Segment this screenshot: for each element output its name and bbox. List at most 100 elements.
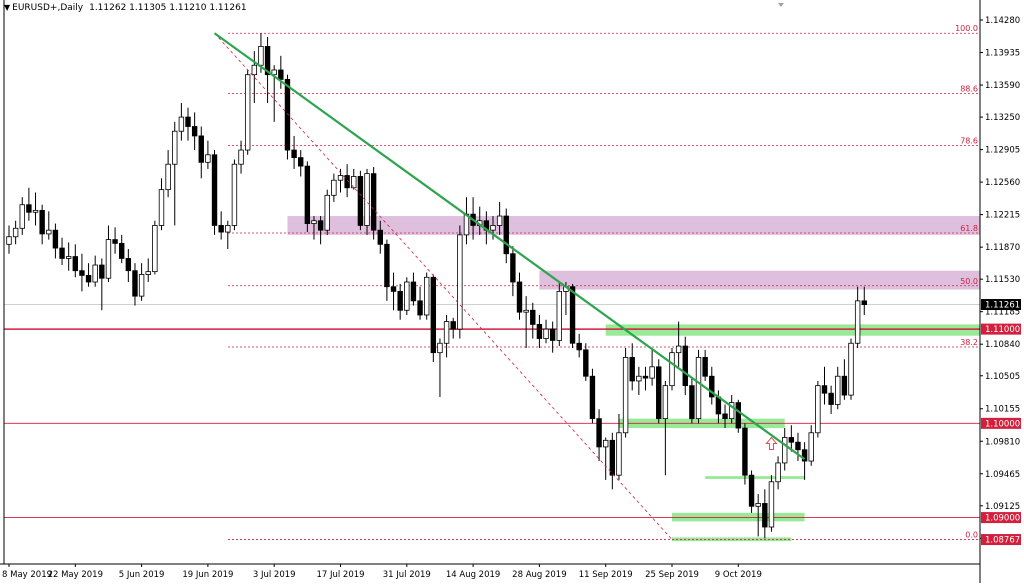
candle-body — [251, 64, 258, 76]
candle-body — [457, 234, 463, 330]
candle-body — [675, 345, 682, 354]
candle-body — [636, 375, 642, 382]
candle-body — [728, 402, 735, 420]
candle-body — [622, 356, 629, 434]
x-tick-label: 3 Jul 2019 — [253, 570, 296, 580]
price-badge-label: 1.09000 — [985, 514, 1020, 524]
candle-body — [490, 225, 496, 231]
support-zone — [672, 512, 805, 522]
dropdown-triangle-icon[interactable]: ▼ — [4, 3, 11, 12]
candles-layer — [6, 33, 867, 539]
candle-body — [324, 194, 330, 231]
candle-body — [821, 385, 828, 394]
candle-body — [291, 149, 297, 159]
candle-body — [19, 204, 25, 229]
support-zone — [705, 476, 805, 479]
candle-body — [543, 328, 549, 339]
candle-body — [178, 116, 185, 132]
y-tick-label: 1.12560 — [985, 178, 1020, 188]
y-tick-label: 1.12215 — [985, 211, 1020, 221]
candle-body — [815, 385, 821, 434]
resistance-zone — [287, 216, 981, 235]
candle-body — [404, 281, 410, 311]
candle-body — [125, 258, 132, 272]
candle-body — [158, 189, 165, 226]
x-tick-label: 14 Aug 2019 — [446, 570, 500, 580]
y-tick-label: 1.12905 — [985, 146, 1020, 156]
candle-body — [264, 46, 271, 76]
candle-body — [782, 437, 788, 464]
candle-body — [344, 175, 350, 189]
candle-body — [165, 163, 171, 191]
x-tick-label: 25 Sep 2019 — [645, 570, 699, 580]
candle-body — [271, 69, 277, 76]
candle-body — [510, 253, 516, 283]
candle-body — [748, 474, 755, 507]
x-tick-label: 8 May 2019 — [2, 570, 52, 580]
candle-body — [32, 209, 39, 213]
candle-body — [755, 503, 761, 507]
candle-body — [205, 154, 211, 163]
candle-body — [132, 270, 138, 297]
candle-body — [244, 74, 251, 151]
candle-body — [351, 176, 357, 189]
candle-body — [152, 225, 158, 273]
candle-body — [669, 352, 675, 387]
candle-body — [218, 225, 224, 233]
candle-body — [364, 173, 370, 226]
price-badge-label: 1.08767 — [985, 536, 1020, 546]
candle-body — [861, 300, 867, 306]
candle-body — [596, 418, 602, 448]
candle-body — [437, 342, 443, 354]
resistance-zone — [539, 270, 980, 290]
x-tick-label: 28 Aug 2019 — [512, 570, 566, 580]
candle-body — [795, 441, 801, 451]
x-tick-label: 17 Jul 2019 — [316, 570, 364, 580]
candle-body — [331, 179, 337, 196]
candle-body — [642, 375, 649, 379]
price-badge — [981, 534, 1021, 546]
candle-body — [72, 256, 78, 272]
y-tick-label: 1.13590 — [985, 81, 1020, 91]
candle-body — [682, 345, 688, 387]
candle-body — [423, 276, 430, 316]
x-tick-label: 5 Jun 2019 — [119, 570, 165, 580]
symbol-label: EURUSD+,Daily — [12, 3, 84, 13]
candle-body — [589, 375, 596, 420]
candle-body — [59, 247, 65, 259]
candle-body — [99, 264, 105, 279]
y-tick-label: 1.10505 — [985, 372, 1020, 382]
candle-body — [828, 392, 834, 405]
candle-body — [172, 130, 178, 165]
candle-body — [503, 215, 509, 255]
candle-body — [85, 275, 92, 283]
candle-body — [808, 432, 814, 462]
ohlc-values: 1.11262 1.11305 1.11210 1.11261 — [89, 3, 247, 13]
candle-body — [695, 356, 702, 420]
fib-level-label: 50.0 — [960, 277, 978, 286]
candle-body — [569, 286, 576, 344]
candle-body — [530, 309, 536, 325]
y-tick-label: 1.11870 — [985, 243, 1020, 253]
fib-level-label: 61.8 — [960, 224, 978, 233]
candle-body — [311, 220, 317, 224]
candle-body — [357, 176, 364, 226]
candle-body — [549, 328, 556, 341]
candle-body — [278, 69, 284, 80]
candle-body — [496, 215, 503, 226]
candle-body — [430, 276, 437, 354]
candle-body — [709, 375, 715, 398]
y-tick-label: 1.09125 — [985, 502, 1020, 512]
y-tick-label: 1.10840 — [985, 340, 1020, 350]
candle-body — [556, 291, 562, 341]
fib-level-label: 88.6 — [960, 85, 978, 94]
candle-body — [788, 437, 795, 443]
candle-body — [39, 209, 45, 235]
candle-body — [397, 291, 403, 311]
y-tick-label: 1.11530 — [985, 275, 1020, 285]
candle-body — [735, 402, 741, 429]
support-zone — [605, 324, 980, 336]
